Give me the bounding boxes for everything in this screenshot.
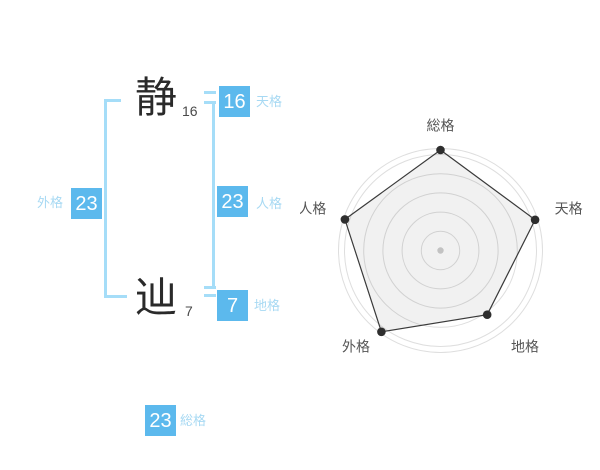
chikaku-label: 地格	[254, 298, 281, 313]
radar-axis-label-2: 地格	[511, 339, 539, 355]
tenkaku-label: 天格	[256, 94, 283, 109]
radar-point-0	[436, 145, 445, 155]
radar-grid-ring-3	[382, 192, 499, 309]
radar-point-4	[340, 215, 350, 224]
gaikaku-value-badge: 23	[71, 188, 102, 219]
radar-point-2	[482, 310, 492, 319]
given-stroke-count: 7	[185, 303, 193, 319]
right-bracket-bottom-arm	[204, 286, 216, 289]
radar-grid-ring-1	[420, 230, 461, 271]
left-bracket-vertical	[104, 99, 107, 298]
tenkaku-value-badge: 16	[219, 86, 250, 117]
right-bracket-top-arm	[204, 101, 216, 104]
radar-grid-ring-5	[344, 154, 537, 347]
chikaku-value-badge: 7	[217, 290, 248, 321]
right-bracket-vertical	[212, 101, 215, 289]
left-bracket-bottom-arm	[104, 295, 127, 298]
radar-axis-label-3: 外格	[342, 339, 370, 355]
jinkaku-label: 人格	[256, 196, 283, 211]
radar-grid-ring-4	[363, 173, 518, 328]
radar-polygon	[344, 149, 536, 333]
soukaku-label: 総格	[180, 413, 207, 428]
right-tick-tenkaku	[204, 91, 216, 94]
radar-point-1	[530, 215, 540, 225]
radar-axis-label-4: 人格	[300, 200, 326, 216]
given-character: 辿	[134, 274, 177, 321]
radar-axis-label-0: 総格	[427, 118, 455, 134]
radar-point-3	[377, 327, 386, 337]
surname-stroke-count: 16	[182, 103, 198, 119]
gaikaku-label: 外格	[37, 195, 64, 210]
left-bracket-top-arm	[104, 99, 121, 102]
jinkaku-value-badge: 23	[217, 186, 248, 217]
right-tick-chikaku	[204, 294, 216, 297]
radar-center-dot	[437, 247, 444, 254]
radar-grid-ring-2	[401, 211, 480, 290]
surname-character: 静	[134, 74, 177, 121]
radar-axis-label-1: 天格	[555, 200, 583, 216]
soukaku-value-badge: 23	[145, 405, 176, 436]
